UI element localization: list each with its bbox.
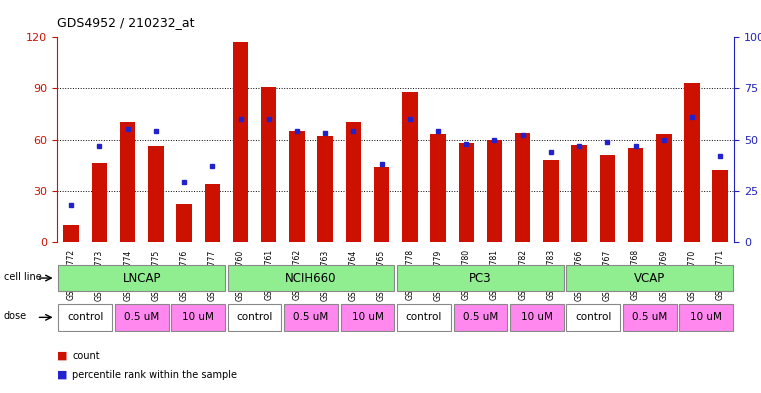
- FancyBboxPatch shape: [228, 265, 394, 291]
- Bar: [317, 136, 333, 242]
- Text: cell line: cell line: [4, 272, 42, 282]
- Bar: [402, 92, 418, 242]
- Text: ■: ■: [57, 369, 68, 380]
- Bar: [572, 145, 587, 242]
- Bar: [63, 225, 79, 242]
- FancyBboxPatch shape: [623, 304, 677, 331]
- FancyBboxPatch shape: [115, 304, 168, 331]
- Bar: [91, 163, 107, 242]
- Bar: [628, 148, 643, 242]
- Text: dose: dose: [4, 311, 27, 321]
- Text: NCIH660: NCIH660: [285, 272, 337, 285]
- Text: VCAP: VCAP: [634, 272, 665, 285]
- Bar: [148, 146, 164, 242]
- Bar: [712, 170, 728, 242]
- Bar: [261, 87, 276, 242]
- FancyBboxPatch shape: [285, 304, 338, 331]
- Bar: [205, 184, 220, 242]
- Text: 10 uM: 10 uM: [521, 312, 552, 322]
- Bar: [684, 83, 700, 242]
- Bar: [120, 123, 135, 242]
- FancyBboxPatch shape: [228, 304, 282, 331]
- Text: control: control: [406, 312, 442, 322]
- FancyBboxPatch shape: [510, 304, 564, 331]
- Text: control: control: [67, 312, 103, 322]
- Text: LNCAP: LNCAP: [123, 272, 161, 285]
- FancyBboxPatch shape: [566, 265, 733, 291]
- Bar: [656, 134, 671, 242]
- FancyBboxPatch shape: [397, 265, 564, 291]
- Text: PC3: PC3: [469, 272, 492, 285]
- Text: GDS4952 / 210232_at: GDS4952 / 210232_at: [57, 16, 195, 29]
- Bar: [430, 134, 446, 242]
- Bar: [459, 143, 474, 242]
- Bar: [233, 42, 248, 242]
- Text: 0.5 uM: 0.5 uM: [294, 312, 329, 322]
- Bar: [487, 140, 502, 242]
- FancyBboxPatch shape: [59, 265, 225, 291]
- Text: control: control: [237, 312, 272, 322]
- Bar: [289, 131, 304, 242]
- FancyBboxPatch shape: [171, 304, 225, 331]
- Text: ■: ■: [57, 351, 68, 361]
- Bar: [600, 155, 615, 242]
- Bar: [543, 160, 559, 242]
- Text: count: count: [72, 351, 100, 361]
- FancyBboxPatch shape: [397, 304, 451, 331]
- FancyBboxPatch shape: [454, 304, 507, 331]
- Text: 0.5 uM: 0.5 uM: [463, 312, 498, 322]
- FancyBboxPatch shape: [680, 304, 733, 331]
- Text: 10 uM: 10 uM: [182, 312, 214, 322]
- Text: control: control: [575, 312, 611, 322]
- Text: 0.5 uM: 0.5 uM: [632, 312, 667, 322]
- Bar: [345, 123, 361, 242]
- Text: percentile rank within the sample: percentile rank within the sample: [72, 369, 237, 380]
- Bar: [177, 204, 192, 242]
- FancyBboxPatch shape: [341, 304, 394, 331]
- Text: 10 uM: 10 uM: [352, 312, 384, 322]
- FancyBboxPatch shape: [566, 304, 620, 331]
- Bar: [374, 167, 390, 242]
- FancyBboxPatch shape: [59, 304, 112, 331]
- Text: 0.5 uM: 0.5 uM: [124, 312, 159, 322]
- Text: 10 uM: 10 uM: [690, 312, 722, 322]
- Bar: [515, 133, 530, 242]
